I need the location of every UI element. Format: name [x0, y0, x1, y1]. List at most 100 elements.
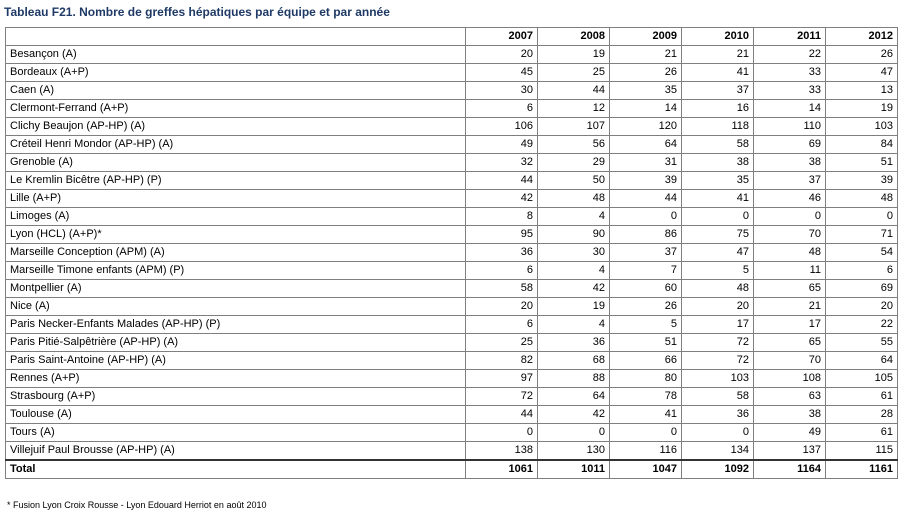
graft-count-cell: 78	[609, 387, 682, 406]
graft-count-cell: 56	[537, 135, 610, 154]
table-row: Lille (A+P) 42 48 44 41 46 48	[5, 189, 898, 208]
header-row: 2007 2008 2009 2010 2011 2012	[5, 27, 898, 46]
table-row: Villejuif Paul Brousse (AP-HP) (A) 138 130…	[5, 441, 898, 461]
graft-count-cell: 84	[825, 135, 898, 154]
graft-count-cell: 37	[609, 243, 682, 262]
graft-count-cell: 103	[825, 117, 898, 136]
graft-count-cell: 46	[753, 189, 826, 208]
graft-count-cell: 42	[537, 405, 610, 424]
graft-count-cell: 35	[609, 81, 682, 100]
team-name-cell: Strasbourg (A+P)	[5, 387, 466, 406]
graft-count-cell: 61	[825, 387, 898, 406]
team-name-cell: Paris Pitié-Salpêtrière (AP-HP) (A)	[5, 333, 466, 352]
graft-count-cell: 0	[681, 423, 754, 442]
graft-count-cell: 64	[609, 135, 682, 154]
graft-count-cell: 48	[537, 189, 610, 208]
graft-count-cell: 12	[537, 99, 610, 118]
team-name-cell: Besançon (A)	[5, 45, 466, 64]
graft-count-cell: 44	[609, 189, 682, 208]
graft-count-cell: 58	[681, 135, 754, 154]
graft-count-cell: 47	[825, 63, 898, 82]
table-row: Grenoble (A) 32 29 31 38 38 51	[5, 153, 898, 172]
graft-count-cell: 7	[609, 261, 682, 280]
graft-count-cell: 19	[537, 297, 610, 316]
total-label: Total	[5, 459, 466, 479]
graft-count-cell: 51	[609, 333, 682, 352]
total-row: Total 1061 1011 1047 1092 1164 1161	[5, 459, 898, 479]
team-name-cell: Clichy Beaujon (AP-HP) (A)	[5, 117, 466, 136]
graft-count-cell: 38	[753, 153, 826, 172]
graft-count-cell: 26	[609, 63, 682, 82]
graft-count-cell: 0	[609, 207, 682, 226]
graft-count-cell: 0	[465, 423, 538, 442]
graft-count-cell: 69	[825, 279, 898, 298]
graft-count-cell: 49	[753, 423, 826, 442]
graft-count-cell: 37	[753, 171, 826, 190]
table-row: Marseille Conception (APM) (A) 36 30 37 47 48…	[5, 243, 898, 262]
graft-count-cell: 58	[681, 387, 754, 406]
graft-count-cell: 25	[465, 333, 538, 352]
graft-count-cell: 106	[465, 117, 538, 136]
graft-count-cell: 0	[609, 423, 682, 442]
grafts-table: 2007 2008 2009 2010 2011 2012 Besançon (…	[5, 27, 898, 479]
graft-count-cell: 41	[681, 189, 754, 208]
graft-count-cell: 4	[537, 207, 610, 226]
graft-count-cell: 72	[681, 351, 754, 370]
graft-count-cell: 25	[537, 63, 610, 82]
graft-count-cell: 41	[681, 63, 754, 82]
graft-count-cell: 38	[681, 153, 754, 172]
graft-count-cell: 80	[609, 369, 682, 388]
table-row: Paris Saint-Antoine (AP-HP) (A) 82 68 66 72 7…	[5, 351, 898, 370]
graft-count-cell: 0	[537, 423, 610, 442]
graft-count-cell: 33	[753, 63, 826, 82]
graft-count-cell: 4	[537, 261, 610, 280]
table-row: Clichy Beaujon (AP-HP) (A) 106 107 120 118 11…	[5, 117, 898, 136]
graft-count-cell: 103	[681, 369, 754, 388]
graft-count-cell: 72	[465, 387, 538, 406]
table-row: Paris Necker-Enfants Malades (AP-HP) (P)…	[5, 315, 898, 334]
graft-count-cell: 6	[465, 315, 538, 334]
graft-count-cell: 64	[825, 351, 898, 370]
graft-count-cell: 26	[609, 297, 682, 316]
total-value: 1061	[465, 459, 538, 479]
year-header: 2009	[609, 27, 682, 46]
team-name-cell: Montpellier (A)	[5, 279, 466, 298]
graft-count-cell: 8	[465, 207, 538, 226]
graft-count-cell: 11	[753, 261, 826, 280]
graft-count-cell: 36	[465, 243, 538, 262]
graft-count-cell: 69	[753, 135, 826, 154]
graft-count-cell: 21	[681, 45, 754, 64]
table-row: Tours (A) 0 0 0 0 49 61	[5, 423, 898, 442]
team-name-cell: Villejuif Paul Brousse (AP-HP) (A)	[5, 441, 466, 461]
graft-count-cell: 108	[753, 369, 826, 388]
graft-count-cell: 29	[537, 153, 610, 172]
graft-count-cell: 17	[753, 315, 826, 334]
team-name-cell: Le Kremlin Bicêtre (AP-HP) (P)	[5, 171, 466, 190]
graft-count-cell: 58	[465, 279, 538, 298]
graft-count-cell: 31	[609, 153, 682, 172]
table-row: Toulouse (A) 44 42 41 36 38 28	[5, 405, 898, 424]
team-name-cell: Bordeaux (A+P)	[5, 63, 466, 82]
graft-count-cell: 64	[537, 387, 610, 406]
graft-count-cell: 90	[537, 225, 610, 244]
graft-count-cell: 115	[825, 441, 898, 461]
graft-count-cell: 51	[825, 153, 898, 172]
graft-count-cell: 26	[825, 45, 898, 64]
graft-count-cell: 118	[681, 117, 754, 136]
graft-count-cell: 22	[753, 45, 826, 64]
year-header: 2010	[681, 27, 754, 46]
team-name-cell: Clermont-Ferrand (A+P)	[5, 99, 466, 118]
graft-count-cell: 71	[825, 225, 898, 244]
table-row: Paris Pitié-Salpêtrière (AP-HP) (A) 25 36 5…	[5, 333, 898, 352]
graft-count-cell: 28	[825, 405, 898, 424]
graft-count-cell: 20	[465, 45, 538, 64]
graft-count-cell: 61	[825, 423, 898, 442]
team-name-cell: Créteil Henri Mondor (AP-HP) (A)	[5, 135, 466, 154]
graft-count-cell: 19	[537, 45, 610, 64]
graft-count-cell: 95	[465, 225, 538, 244]
graft-count-cell: 116	[609, 441, 682, 461]
total-value: 1164	[753, 459, 826, 479]
graft-count-cell: 6	[825, 261, 898, 280]
table-row: Besançon (A) 20 19 21 21 22 26	[5, 45, 898, 64]
graft-count-cell: 35	[681, 171, 754, 190]
